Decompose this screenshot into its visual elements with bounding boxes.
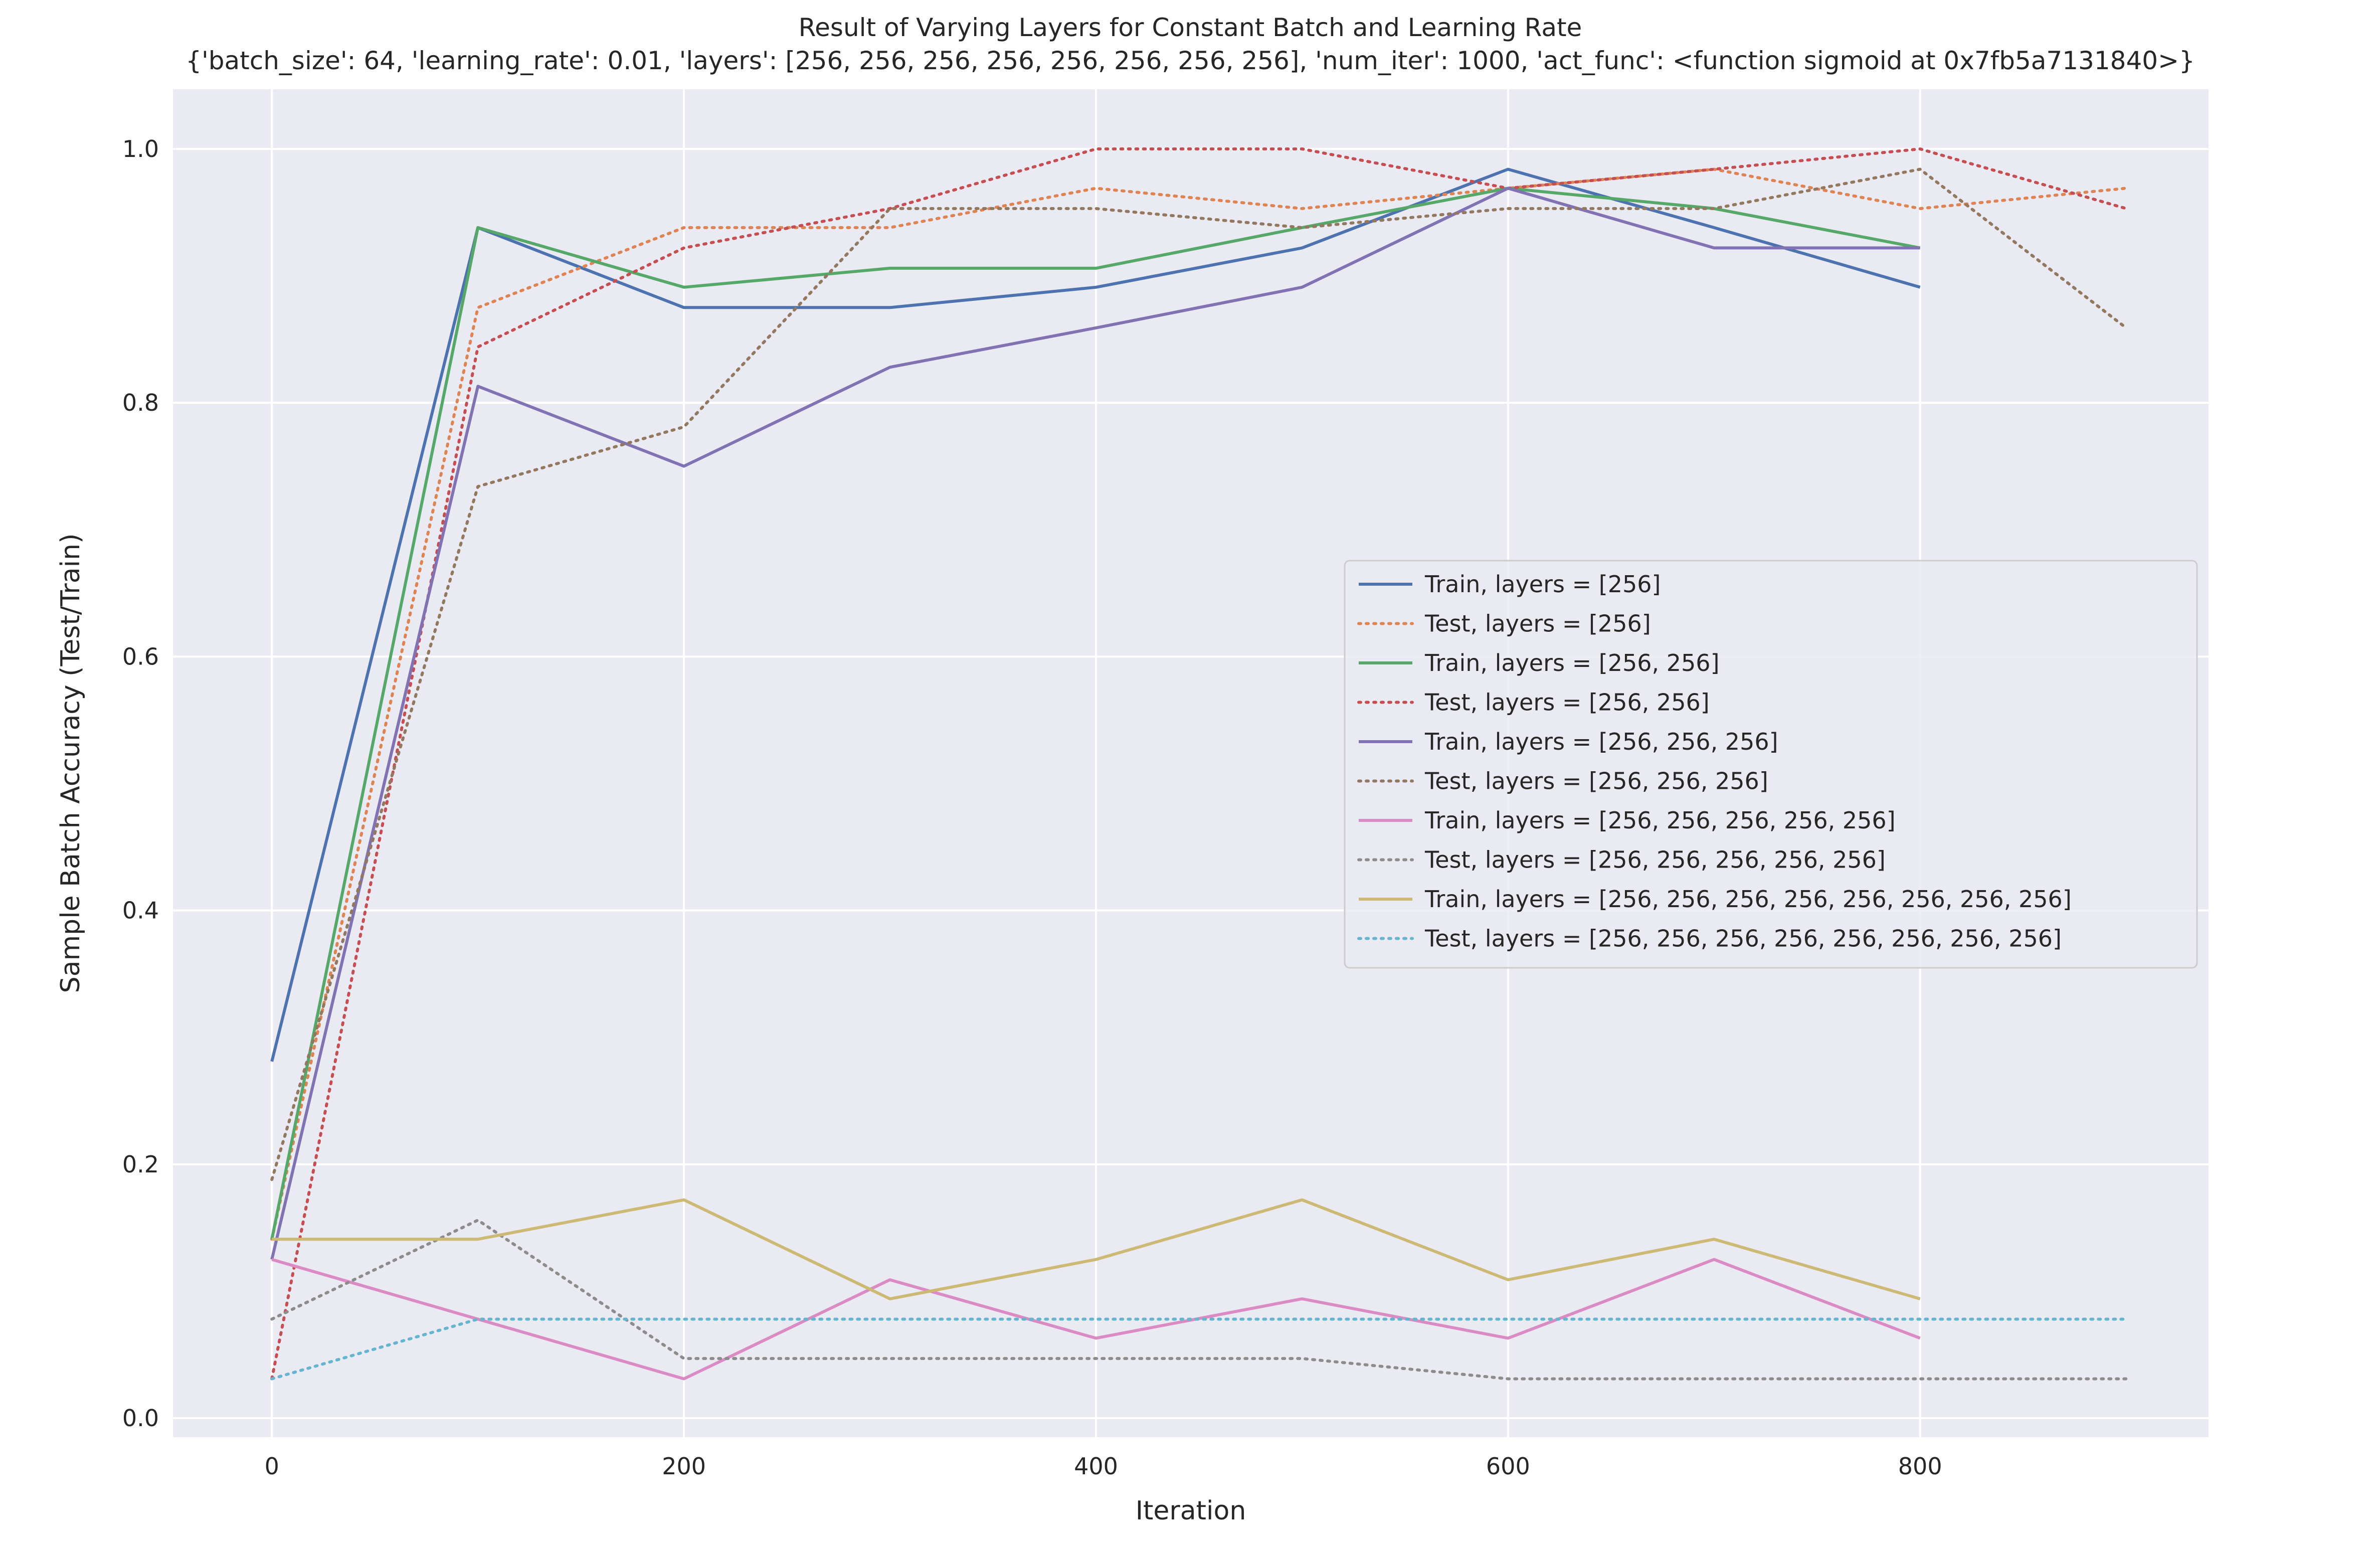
x-tick-label: 400 [1074, 1453, 1118, 1480]
chart-title: Result of Varying Layers for Constant Ba… [799, 13, 1582, 42]
y-tick-labels: 0.0 0.2 0.4 0.6 0.8 1.0 [122, 135, 159, 1432]
x-tick-labels: 0 200 400 600 800 [265, 1453, 1942, 1480]
series-line-5 [270, 167, 2128, 1181]
series-line-4 [270, 187, 1920, 1260]
series-line-9 [270, 1317, 2128, 1381]
chart-subtitle: {'batch_size': 64, 'learning_rate': 0.01… [186, 46, 2195, 75]
legend-label: Train, layers = [256, 256, 256, 256, 256… [1424, 807, 1896, 834]
y-tick-label: 0.2 [122, 1151, 159, 1178]
legend-label: Test, layers = [256, 256, 256, 256, 256] [1424, 846, 1886, 874]
legend-label: Test, layers = [256] [1424, 610, 1651, 637]
y-tick-label: 0.4 [122, 897, 159, 924]
y-tick-label: 0.6 [122, 643, 159, 670]
y-tick-label: 0.8 [122, 389, 159, 416]
legend-label: Test, layers = [256, 256, 256, 256, 256,… [1424, 925, 2062, 952]
series-lines [270, 147, 2128, 1381]
legend-label: Test, layers = [256, 256] [1424, 689, 1710, 716]
legend-label: Train, layers = [256, 256, 256, 256, 256… [1424, 886, 2072, 913]
legend-label: Test, layers = [256, 256, 256] [1424, 768, 1768, 795]
x-tick-label: 800 [1898, 1453, 1942, 1480]
series-line-8 [272, 1198, 1921, 1301]
series-line-3 [270, 147, 2128, 1381]
y-tick-label: 1.0 [122, 135, 159, 162]
legend-label: Train, layers = [256, 256, 256] [1424, 728, 1778, 755]
x-tick-label: 200 [662, 1453, 706, 1480]
x-axis-label: Iteration [1136, 1496, 1246, 1526]
legend-box [1344, 560, 2198, 969]
series-line-7 [270, 1219, 2128, 1381]
series-line-6 [271, 1258, 1921, 1381]
legend-label: Train, layers = [256, 256] [1424, 649, 1720, 676]
x-tick-label: 0 [265, 1453, 279, 1480]
y-tick-label: 0.0 [122, 1405, 159, 1432]
legend-label: Train, layers = [256] [1424, 571, 1661, 598]
series-line-2 [270, 187, 1921, 1240]
legend: Train, layers = [256] Test, layers = [256… [1344, 560, 2198, 969]
x-tick-label: 600 [1486, 1453, 1530, 1480]
y-axis-label: Sample Batch Accuracy (Test/Train) [56, 534, 86, 993]
